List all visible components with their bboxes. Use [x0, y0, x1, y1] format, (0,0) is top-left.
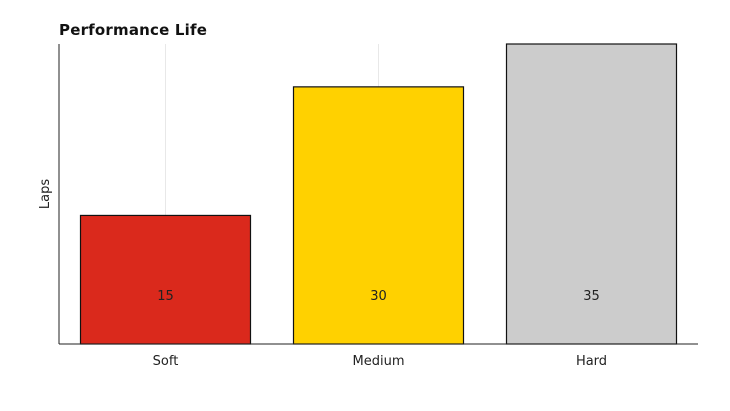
x-tick-label-medium: Medium: [353, 354, 405, 369]
bar-hard: [505, 43, 678, 345]
bar-medium: [292, 86, 465, 345]
x-tick-label-soft: Soft: [153, 354, 179, 369]
x-tick-label-hard: Hard: [576, 354, 607, 369]
chart-title: Performance Life: [59, 21, 208, 39]
data-label-soft: 15: [157, 289, 174, 304]
bar-soft: [79, 214, 252, 345]
data-label-hard: 35: [583, 289, 600, 304]
axes: [58, 44, 698, 345]
bars: [79, 43, 678, 345]
labels: 15 Soft 30 Medium 35 Hard Laps: [38, 179, 607, 369]
data-label-medium: 30: [370, 289, 387, 304]
y-axis-label: Laps: [38, 179, 53, 209]
